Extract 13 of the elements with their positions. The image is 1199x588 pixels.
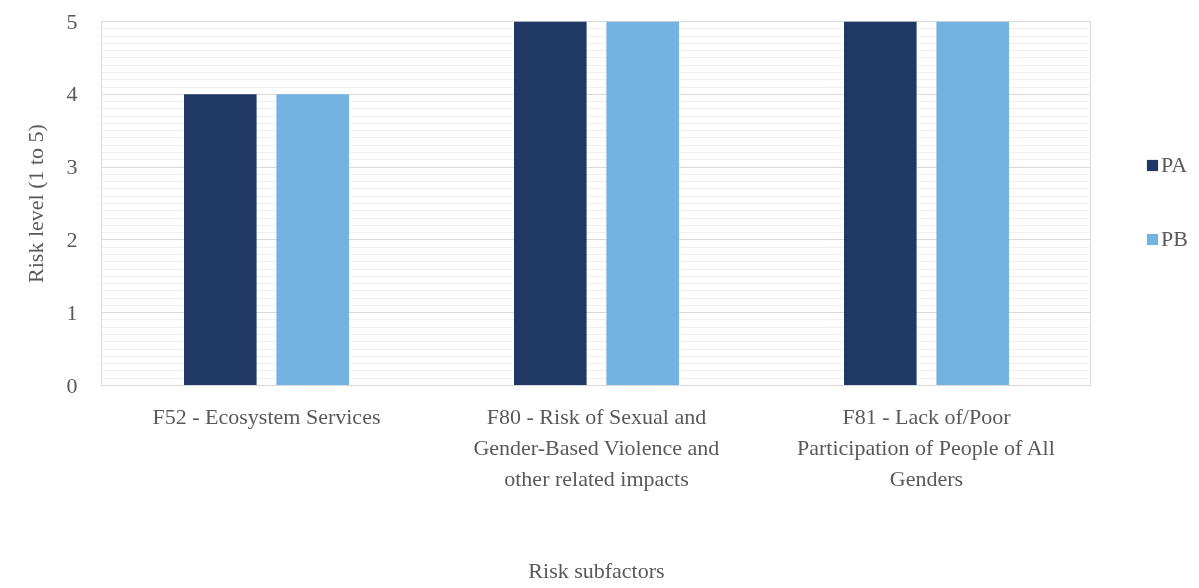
x-tick-label: F52 - Ecosystem Services — [152, 403, 381, 429]
y-tick-label: 0 — [66, 372, 78, 398]
y-tick-label: 5 — [66, 8, 78, 34]
y-axis-title: Risk level (1 to 5) — [22, 124, 48, 283]
y-tick-label: 1 — [66, 299, 78, 325]
y-tick-label: 2 — [66, 226, 78, 252]
legend-label: PB — [1161, 226, 1188, 252]
x-tick-label: F81 - Lack of/Poor Participation of People of All Genders — [796, 403, 1055, 491]
x-axis-title: Risk subfactors — [528, 558, 665, 583]
x-tick-label: F80 - Risk of Sexual and Gender-Based Violence and other related impacts — [473, 403, 720, 491]
y-tick-label: 3 — [66, 154, 78, 180]
legend-label: PA — [1161, 152, 1188, 178]
y-tick-label: 4 — [66, 81, 78, 107]
